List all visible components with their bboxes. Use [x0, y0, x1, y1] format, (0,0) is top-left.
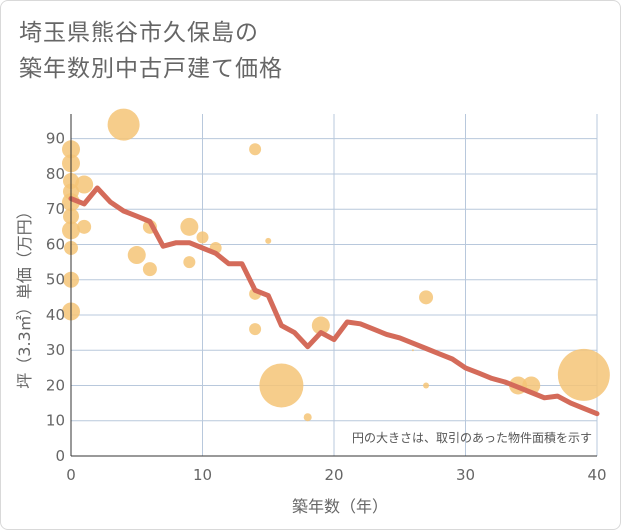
y-tick-label-4: 40: [46, 306, 65, 324]
bubbles: [62, 108, 610, 422]
y-tick-label-3: 30: [46, 341, 65, 359]
bubble-17: [183, 256, 196, 269]
y-tick-label-5: 50: [46, 271, 65, 289]
bubble-11: [77, 219, 92, 234]
bubble-27: [411, 349, 414, 352]
y-tick-label-0: 0: [55, 447, 65, 465]
bubble-13: [127, 246, 146, 265]
bubble-29: [423, 382, 430, 389]
grid: [71, 114, 598, 456]
x-tick-label-4: 40: [587, 466, 606, 484]
chart-title-line-2: 築年数別中古戸建て価格: [19, 56, 283, 82]
bubble-size-note: 円の大きさは、取引のあった物件面積を示す: [352, 430, 592, 445]
bubble-12: [107, 108, 140, 141]
trend-line: [68, 185, 600, 417]
bubble-24: [259, 363, 304, 408]
bubble-28: [419, 290, 434, 305]
y-tick-label-6: 60: [46, 235, 65, 253]
bubble-15: [142, 262, 157, 277]
y-tick-label-7: 70: [46, 200, 65, 218]
x-tick-label-1: 10: [193, 466, 212, 484]
x-tick-label-0: 0: [66, 466, 76, 484]
tick-labels: 0 10 20 30 40 0 10 20 30 40 50 60 70 80 90: [46, 130, 607, 484]
y-tick-label-1: 10: [46, 412, 65, 430]
y-axis-label: 坪（3.3㎡）単価（万円）: [15, 203, 34, 388]
y-tick-label-9: 90: [46, 130, 65, 148]
bubble-26: [311, 316, 330, 335]
bubble-18: [196, 231, 209, 244]
trend-line-group: [68, 185, 600, 417]
bubble-22: [249, 323, 262, 336]
y-tick-label-8: 80: [46, 165, 65, 183]
chart-title: 埼玉県熊谷市久保島の 築年数別中古戸建て価格: [19, 15, 283, 87]
y-tick-label-2: 20: [46, 376, 65, 394]
bubble-32: [557, 348, 610, 401]
bubble-23: [265, 237, 272, 244]
x-tick-label-2: 20: [324, 466, 343, 484]
axes: [70, 114, 597, 457]
x-axis-label: 築年数（年）: [292, 497, 388, 516]
chart-title-line-1: 埼玉県熊谷市久保島の: [19, 20, 259, 46]
x-tick-label-3: 30: [456, 466, 475, 484]
bubble-10: [75, 175, 94, 194]
bubble-25: [303, 413, 312, 422]
bubble-20: [249, 143, 262, 156]
bubble-16: [180, 217, 199, 236]
